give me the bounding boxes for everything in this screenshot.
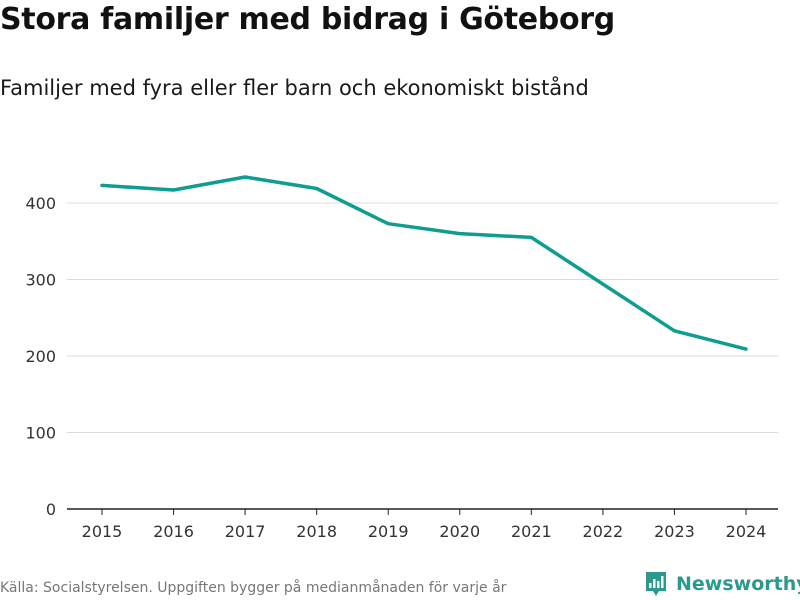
data-point-2019[interactable] (382, 218, 394, 230)
gridlines (67, 202, 778, 433)
y-axis-ticks: 0 100 200 300 400 (25, 194, 56, 519)
x-axis-ticks: 2015 2016 2017 2018 2019 2020 2021 2022 2023 2024 (82, 509, 767, 541)
x-tick-label: 2016 (153, 522, 194, 541)
data-point-2024[interactable] (740, 343, 752, 355)
y-tick-label: 100 (25, 424, 56, 443)
y-tick-label: 0 (46, 500, 56, 519)
x-tick-label: 2018 (296, 522, 337, 541)
brand-logo[interactable]: Newsworthy (644, 570, 800, 598)
data-point-2017[interactable] (239, 171, 251, 183)
y-tick-label: 400 (25, 194, 56, 213)
y-tick-label: 200 (25, 347, 56, 366)
data-point-2016[interactable] (168, 184, 180, 196)
x-tick-label: 2022 (583, 522, 624, 541)
source-note: Källa: Socialstyrelsen. Uppgiften bygger… (0, 580, 507, 596)
data-point-2021[interactable] (525, 231, 537, 243)
series-line (100, 175, 748, 351)
data-point-2020[interactable] (454, 228, 466, 240)
x-tick-label: 2017 (225, 522, 266, 541)
series-group (96, 171, 752, 355)
newsworthy-logo-icon (646, 572, 666, 596)
x-tick-label: 2021 (511, 522, 552, 541)
data-point-2015[interactable] (96, 179, 108, 191)
data-point-2023[interactable] (668, 325, 680, 337)
x-tick-label: 2024 (726, 522, 767, 541)
x-tick-label: 2020 (439, 522, 480, 541)
data-point-2022[interactable] (597, 278, 609, 290)
brand-name: Newsworthy (676, 573, 800, 595)
chart-subtitle: Familjer med fyra eller fler barn och ek… (0, 76, 589, 100)
data-point-2018[interactable] (311, 182, 323, 194)
x-tick-label: 2023 (654, 522, 695, 541)
x-tick-label: 2019 (368, 522, 409, 541)
chart-title: Stora familjer med bidrag i Göteborg (0, 2, 615, 37)
y-tick-label: 300 (25, 271, 56, 290)
x-tick-label: 2015 (82, 522, 123, 541)
